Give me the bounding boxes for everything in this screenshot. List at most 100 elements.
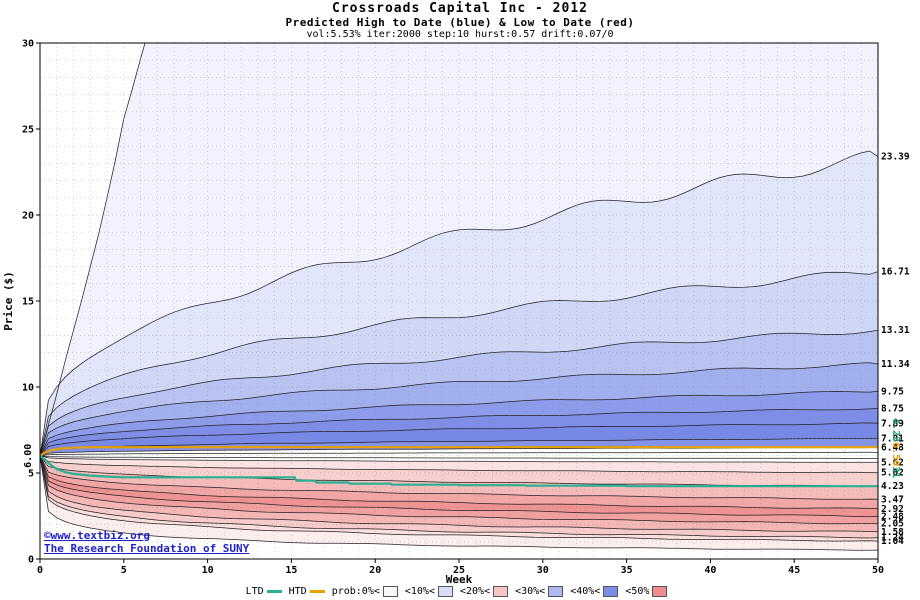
chart-subtitle: Predicted High to Date (blue) & Low to D… <box>285 16 635 29</box>
chart-title: Crossroads Capital Inc - 2012 <box>332 1 588 16</box>
probability-band <box>40 362 878 456</box>
x-tick-label: 40 <box>704 565 716 576</box>
legend-swatch <box>652 586 668 597</box>
x-tick-label: 50 <box>872 565 884 576</box>
probability-band <box>40 330 878 456</box>
high-percentile-curve <box>40 390 878 456</box>
right-value-label: 2.48 <box>881 511 904 522</box>
y-tick-label: 20 <box>22 211 34 222</box>
legend-swatch <box>603 586 619 597</box>
percentile-curves <box>40 43 878 551</box>
legend-swatch <box>548 586 564 597</box>
legend-item: LTD <box>246 586 282 597</box>
right-value-label: 1.58 <box>881 527 904 538</box>
textbiz-link[interactable]: ©www.textbiz.org <box>44 529 150 542</box>
legend-label: LTD <box>245 586 264 597</box>
right-value-label: 7.89 <box>881 418 904 429</box>
probability-band <box>40 391 878 456</box>
right-value-label: 2.05 <box>881 519 904 530</box>
probability-band <box>40 455 878 551</box>
chart-parameters: vol:5.53% iter:2000 step:10 hurst:0.57 d… <box>306 29 614 40</box>
legend-swatch <box>382 586 398 597</box>
right-value-label: 1.04 <box>881 536 904 547</box>
low-percentile-curve <box>40 455 878 474</box>
y-tick-label: 25 <box>22 125 34 136</box>
right-value-label: 7.01 <box>881 433 904 444</box>
right-value-label: 8.75 <box>881 404 904 415</box>
legend-label: <40%< <box>570 586 601 597</box>
legend-label: <30%< <box>515 586 546 597</box>
legend-item: <30%< <box>515 586 564 597</box>
htd-ltd-lines <box>40 446 878 488</box>
max-envelope-curve <box>40 43 146 456</box>
low-percentile-curve <box>40 455 878 533</box>
probability-band <box>40 455 878 500</box>
high-percentile-curve <box>40 329 878 456</box>
low-percentile-curve <box>40 455 878 500</box>
legend-label: <20%< <box>459 586 491 597</box>
ltd-line <box>40 454 878 488</box>
high-percentile-curve <box>40 422 878 457</box>
vertical-value-segment: 6.50 <box>890 442 901 466</box>
start-price-label: 6.00 <box>23 444 34 468</box>
right-value-label: 6.48 <box>881 443 904 454</box>
low-percentile-curve <box>40 455 878 459</box>
right-value-label: 5.62 <box>881 457 904 468</box>
legend-swatch <box>437 586 453 597</box>
high-percentile-curve <box>40 362 878 456</box>
low-percentile-curve <box>40 455 878 539</box>
x-tick-label: 30 <box>537 565 549 576</box>
probability-band <box>40 455 878 517</box>
high-percentile-curve <box>40 451 878 457</box>
right-value-label: 3.47 <box>881 494 904 505</box>
x-tick-label: 35 <box>621 565 633 576</box>
y-axis-title: Price ($) <box>2 271 15 331</box>
right-value-label: 1.24 <box>881 533 904 544</box>
right-value-label: 16.71 <box>881 267 910 278</box>
legend-item: prob:0%< <box>332 586 398 597</box>
value-labels: 23.39 16.71 13.31 11.34 9.75 8.75 7.89 7.016.48… <box>23 152 910 547</box>
ltd-htd-current-values-label: 4.236.5031 <box>890 418 901 478</box>
right-value-label: 13.31 <box>881 325 910 336</box>
low-percentile-curve <box>40 455 878 542</box>
probability-band <box>40 455 878 473</box>
x-tick-label: 0 <box>37 565 43 576</box>
low-percentile-curve <box>40 455 878 463</box>
right-value-label: 9.75 <box>881 386 904 397</box>
x-axis-title: Week <box>446 573 473 586</box>
legend: LTD HTD prob:0%< <10%< <20%< <30%< <40%< <50% <box>0 584 920 599</box>
x-tick-label: 20 <box>369 565 381 576</box>
htd-line <box>40 446 878 457</box>
right-value-label: 2.92 <box>881 504 904 515</box>
probability-band <box>40 271 878 456</box>
y-tick-label: 5 <box>28 469 34 480</box>
high-percentile-curve <box>40 438 878 457</box>
vertical-value-segment: 31 <box>890 466 901 478</box>
y-tick-label: 10 <box>22 383 34 394</box>
probability-band <box>40 408 878 456</box>
y-tick-label: 30 <box>22 39 34 50</box>
high-percentile-curve <box>40 408 878 457</box>
x-tick-label: 45 <box>788 565 800 576</box>
right-value-label: 5.02 <box>881 468 904 479</box>
legend-item: <40%< <box>570 586 619 597</box>
right-value-label: 11.34 <box>881 359 910 370</box>
low-percentile-curve <box>40 455 878 525</box>
high-percentile-curve <box>40 271 878 456</box>
legend-item: <20%< <box>459 586 509 597</box>
high-percentile-curve <box>40 150 878 456</box>
legend-swatch <box>266 590 282 593</box>
right-value-label: 23.39 <box>881 152 910 163</box>
suny-link[interactable]: The Research Foundation of SUNY <box>44 542 250 555</box>
x-tick-label: 25 <box>453 565 465 576</box>
vertical-value-segment: 4.23 <box>890 418 901 442</box>
axes: 0 5 10 15 20 25 30 35 40 45 50 0 5 10 15 20 25 30 Week Pric… <box>2 39 884 587</box>
right-value-label: 4.23 <box>881 481 904 492</box>
x-tick-label: 5 <box>121 565 127 576</box>
legend-item: HTD <box>289 586 325 597</box>
x-tick-label: 10 <box>202 565 214 576</box>
probability-band <box>40 455 878 524</box>
min-envelope-curve <box>40 455 878 551</box>
